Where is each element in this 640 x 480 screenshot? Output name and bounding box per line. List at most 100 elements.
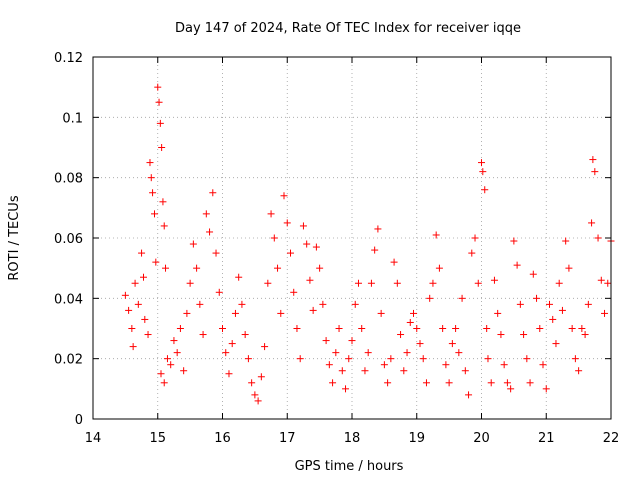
data-point xyxy=(361,367,369,375)
data-point xyxy=(129,343,137,351)
data-point xyxy=(215,288,223,296)
data-point xyxy=(479,168,487,176)
data-point xyxy=(225,370,233,378)
data-point xyxy=(452,325,460,332)
data-point xyxy=(176,325,184,332)
x-axis-label: GPS time / hours xyxy=(295,459,404,474)
data-point xyxy=(121,291,129,299)
data-point xyxy=(342,385,350,393)
data-point xyxy=(345,355,353,363)
data-point xyxy=(507,385,515,393)
data-point xyxy=(206,228,214,236)
data-point xyxy=(163,355,171,363)
data-point xyxy=(597,276,605,284)
data-point xyxy=(426,294,434,302)
data-point xyxy=(140,273,148,281)
data-point xyxy=(261,343,269,351)
data-point xyxy=(156,119,164,127)
data-point xyxy=(180,367,188,375)
data-point xyxy=(270,234,278,242)
data-point xyxy=(147,174,155,182)
data-point xyxy=(455,349,463,357)
data-point xyxy=(465,391,473,399)
data-point xyxy=(471,234,479,242)
data-point xyxy=(374,225,382,233)
data-point xyxy=(348,337,356,345)
data-point xyxy=(555,279,563,287)
data-point xyxy=(397,331,405,339)
data-point xyxy=(565,264,573,272)
data-point xyxy=(228,340,236,348)
data-point xyxy=(202,210,210,218)
data-point xyxy=(173,349,181,357)
data-point xyxy=(594,234,602,242)
data-point xyxy=(416,340,424,348)
data-point xyxy=(393,279,401,287)
x-tick-label: 15 xyxy=(149,431,166,446)
data-point xyxy=(422,379,430,387)
y-axis-label: ROTI / TECUs xyxy=(7,195,22,280)
x-tick-label: 20 xyxy=(473,431,490,446)
data-point xyxy=(481,186,489,194)
y-tick-label: 0.12 xyxy=(54,51,83,66)
data-point xyxy=(442,361,450,369)
data-point xyxy=(432,231,440,239)
data-point xyxy=(170,337,178,345)
data-point xyxy=(167,361,175,369)
data-point xyxy=(264,279,272,287)
data-point xyxy=(149,189,157,197)
data-point xyxy=(380,361,388,369)
data-point xyxy=(354,279,362,287)
x-tick-label: 21 xyxy=(538,431,555,446)
data-point xyxy=(299,222,307,230)
y-tick-label: 0.02 xyxy=(54,353,83,368)
data-point xyxy=(196,300,204,308)
data-point xyxy=(257,373,265,381)
data-point xyxy=(410,309,418,317)
data-point xyxy=(146,159,154,167)
data-point xyxy=(516,300,524,308)
data-point xyxy=(523,355,531,363)
data-point xyxy=(513,261,521,269)
data-point xyxy=(244,355,252,363)
data-point xyxy=(474,279,482,287)
data-point xyxy=(529,270,537,278)
data-point xyxy=(552,340,560,348)
data-point xyxy=(222,349,230,357)
data-point xyxy=(545,300,553,308)
data-point xyxy=(387,355,395,363)
data-point xyxy=(604,279,612,287)
data-point xyxy=(445,379,453,387)
data-point xyxy=(151,210,159,218)
data-point xyxy=(248,379,256,387)
data-point xyxy=(487,379,495,387)
data-point xyxy=(500,361,508,369)
data-point xyxy=(131,279,139,287)
y-tick-label: 0.1 xyxy=(62,111,83,126)
data-point xyxy=(162,264,170,272)
data-points xyxy=(121,83,615,405)
data-point xyxy=(571,355,579,363)
data-point xyxy=(494,309,502,317)
data-point xyxy=(238,300,246,308)
data-point xyxy=(439,325,447,332)
data-point xyxy=(533,294,541,302)
data-point xyxy=(390,258,398,266)
data-point xyxy=(283,219,291,227)
data-point xyxy=(358,325,366,332)
x-tick-label: 22 xyxy=(603,431,620,446)
data-point xyxy=(351,300,359,308)
y-tick-label: 0.08 xyxy=(54,172,83,187)
data-point xyxy=(413,325,421,332)
data-point xyxy=(157,370,165,378)
data-point xyxy=(303,240,311,248)
data-point xyxy=(568,325,576,332)
data-point xyxy=(588,219,596,227)
data-point xyxy=(591,168,599,176)
y-tick-label: 0 xyxy=(75,413,83,428)
data-point xyxy=(364,349,372,357)
data-point xyxy=(332,349,340,357)
data-point xyxy=(141,315,149,323)
data-point xyxy=(309,306,317,314)
